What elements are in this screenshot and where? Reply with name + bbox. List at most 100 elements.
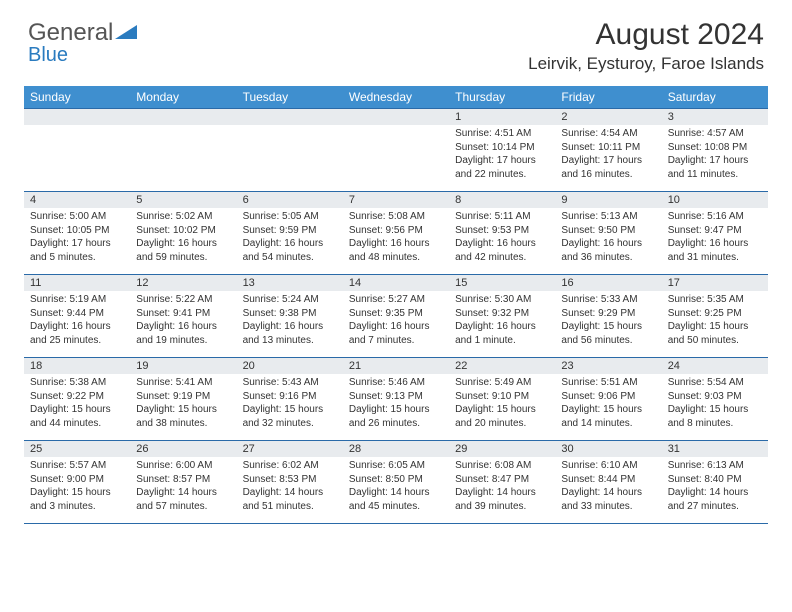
day-number-cell: 30 [555, 441, 661, 458]
daylight-text: Daylight: 14 hours and 57 minutes. [136, 486, 230, 513]
day-data-cell: Sunrise: 5:43 AMSunset: 9:16 PMDaylight:… [237, 374, 343, 441]
sunset-text: Sunset: 9:35 PM [349, 307, 443, 321]
daylight-text: Daylight: 16 hours and 19 minutes. [136, 320, 230, 347]
logo-triangle-icon [115, 18, 137, 46]
daylight-text: Daylight: 16 hours and 48 minutes. [349, 237, 443, 264]
logo-text-general: General [28, 19, 113, 47]
sunrise-text: Sunrise: 6:05 AM [349, 459, 443, 473]
daylight-text: Daylight: 16 hours and 42 minutes. [455, 237, 549, 264]
sunset-text: Sunset: 9:13 PM [349, 390, 443, 404]
daylight-text: Daylight: 15 hours and 14 minutes. [561, 403, 655, 430]
daylight-text: Daylight: 17 hours and 11 minutes. [668, 154, 762, 181]
day-number-cell: 26 [130, 441, 236, 458]
sunset-text: Sunset: 9:22 PM [30, 390, 124, 404]
sunrise-text: Sunrise: 6:13 AM [668, 459, 762, 473]
sunrise-text: Sunrise: 5:16 AM [668, 210, 762, 224]
day-number-cell: 3 [662, 109, 768, 126]
logo-text-blue: Blue [28, 44, 68, 67]
day-data-cell: Sunrise: 6:00 AMSunset: 8:57 PMDaylight:… [130, 457, 236, 524]
sunset-text: Sunset: 9:50 PM [561, 224, 655, 238]
daylight-text: Daylight: 14 hours and 33 minutes. [561, 486, 655, 513]
header: General August 2024 Leirvik, Eysturoy, F… [0, 0, 792, 82]
sunrise-text: Sunrise: 5:22 AM [136, 293, 230, 307]
daylight-text: Daylight: 16 hours and 25 minutes. [30, 320, 124, 347]
sunset-text: Sunset: 9:16 PM [243, 390, 337, 404]
sunset-text: Sunset: 9:56 PM [349, 224, 443, 238]
day-data-cell: Sunrise: 4:51 AMSunset: 10:14 PMDaylight… [449, 125, 555, 192]
day-number-cell: 19 [130, 358, 236, 375]
sunset-text: Sunset: 10:02 PM [136, 224, 230, 238]
daylight-text: Daylight: 16 hours and 31 minutes. [668, 237, 762, 264]
day-number-cell: 5 [130, 192, 236, 209]
day-data-cell: Sunrise: 6:08 AMSunset: 8:47 PMDaylight:… [449, 457, 555, 524]
daylight-text: Daylight: 16 hours and 1 minute. [455, 320, 549, 347]
sunrise-text: Sunrise: 5:33 AM [561, 293, 655, 307]
day-data-cell: Sunrise: 4:57 AMSunset: 10:08 PMDaylight… [662, 125, 768, 192]
day-data-cell: Sunrise: 5:38 AMSunset: 9:22 PMDaylight:… [24, 374, 130, 441]
day-data-cell: Sunrise: 6:02 AMSunset: 8:53 PMDaylight:… [237, 457, 343, 524]
sunrise-text: Sunrise: 5:38 AM [30, 376, 124, 390]
day-header: Tuesday [237, 86, 343, 109]
day-number-cell: 24 [662, 358, 768, 375]
day-data-row: Sunrise: 4:51 AMSunset: 10:14 PMDaylight… [24, 125, 768, 192]
sunset-text: Sunset: 9:25 PM [668, 307, 762, 321]
day-data-row: Sunrise: 5:19 AMSunset: 9:44 PMDaylight:… [24, 291, 768, 358]
day-data-row: Sunrise: 5:57 AMSunset: 9:00 PM Daylight:… [24, 457, 768, 524]
sunset-text: Sunset: 9:53 PM [455, 224, 549, 238]
day-header: Friday [555, 86, 661, 109]
day-number-cell [24, 109, 130, 126]
daylight-text: Daylight: 14 hours and 51 minutes. [243, 486, 337, 513]
sunset-text: Sunset: 9:29 PM [561, 307, 655, 321]
day-number-cell: 21 [343, 358, 449, 375]
day-header: Monday [130, 86, 236, 109]
day-number-cell: 23 [555, 358, 661, 375]
day-data-cell: Sunrise: 5:27 AMSunset: 9:35 PMDaylight:… [343, 291, 449, 358]
day-number-cell: 17 [662, 275, 768, 292]
daylight-text: Daylight: 16 hours and 13 minutes. [243, 320, 337, 347]
daylight-text: Daylight: 15 hours and 38 minutes. [136, 403, 230, 430]
sunrise-text: Sunrise: 5:00 AM [30, 210, 124, 224]
day-number-cell: 29 [449, 441, 555, 458]
day-data-cell: Sunrise: 5:46 AMSunset: 9:13 PMDaylight:… [343, 374, 449, 441]
sunset-text: Sunset: 10:08 PM [668, 141, 762, 155]
day-number-row: 11121314151617 [24, 275, 768, 292]
day-number-cell: 31 [662, 441, 768, 458]
day-data-cell: Sunrise: 5:30 AMSunset: 9:32 PMDaylight:… [449, 291, 555, 358]
day-data-cell: Sunrise: 5:57 AMSunset: 9:00 PMDaylight:… [24, 457, 130, 524]
sunset-text: Sunset: 8:57 PM [136, 473, 230, 487]
sunrise-text: Sunrise: 6:02 AM [243, 459, 337, 473]
daylight-text: Daylight: 15 hours and 32 minutes. [243, 403, 337, 430]
day-number-cell: 12 [130, 275, 236, 292]
day-data-cell: Sunrise: 6:05 AMSunset: 8:50 PMDaylight:… [343, 457, 449, 524]
sunrise-text: Sunrise: 5:19 AM [30, 293, 124, 307]
sunset-text: Sunset: 8:47 PM [455, 473, 549, 487]
sunset-text: Sunset: 9:59 PM [243, 224, 337, 238]
sunrise-text: Sunrise: 6:08 AM [455, 459, 549, 473]
month-title: August 2024 [528, 18, 764, 52]
sunset-text: Sunset: 9:32 PM [455, 307, 549, 321]
day-number-cell: 10 [662, 192, 768, 209]
day-number-cell: 25 [24, 441, 130, 458]
sunrise-text: Sunrise: 6:10 AM [561, 459, 655, 473]
sunrise-text: Sunrise: 5:41 AM [136, 376, 230, 390]
sunset-text: Sunset: 9:38 PM [243, 307, 337, 321]
day-number-cell: 15 [449, 275, 555, 292]
daylight-text: Daylight: 14 hours and 45 minutes. [349, 486, 443, 513]
day-data-row: Sunrise: 5:00 AMSunset: 10:05 PMDaylight… [24, 208, 768, 275]
day-header: Wednesday [343, 86, 449, 109]
sunset-text: Sunset: 8:50 PM [349, 473, 443, 487]
day-data-cell: Sunrise: 5:02 AMSunset: 10:02 PMDaylight… [130, 208, 236, 275]
daylight-text: Daylight: 15 hours and 56 minutes. [561, 320, 655, 347]
day-data-cell: Sunrise: 5:16 AMSunset: 9:47 PMDaylight:… [662, 208, 768, 275]
daylight-text: Daylight: 17 hours and 22 minutes. [455, 154, 549, 181]
day-number-cell: 6 [237, 192, 343, 209]
day-data-row: Sunrise: 5:38 AMSunset: 9:22 PM Daylight:… [24, 374, 768, 441]
sunrise-text: Sunrise: 5:57 AM [30, 459, 124, 473]
sunrise-text: Sunrise: 5:08 AM [349, 210, 443, 224]
day-data-cell [24, 125, 130, 192]
day-data-cell: Sunrise: 5:19 AMSunset: 9:44 PMDaylight:… [24, 291, 130, 358]
daylight-text: Daylight: 16 hours and 59 minutes. [136, 237, 230, 264]
sunrise-text: Sunrise: 5:49 AM [455, 376, 549, 390]
sunset-text: Sunset: 8:53 PM [243, 473, 337, 487]
sunset-text: Sunset: 9:00 PM [30, 473, 124, 487]
